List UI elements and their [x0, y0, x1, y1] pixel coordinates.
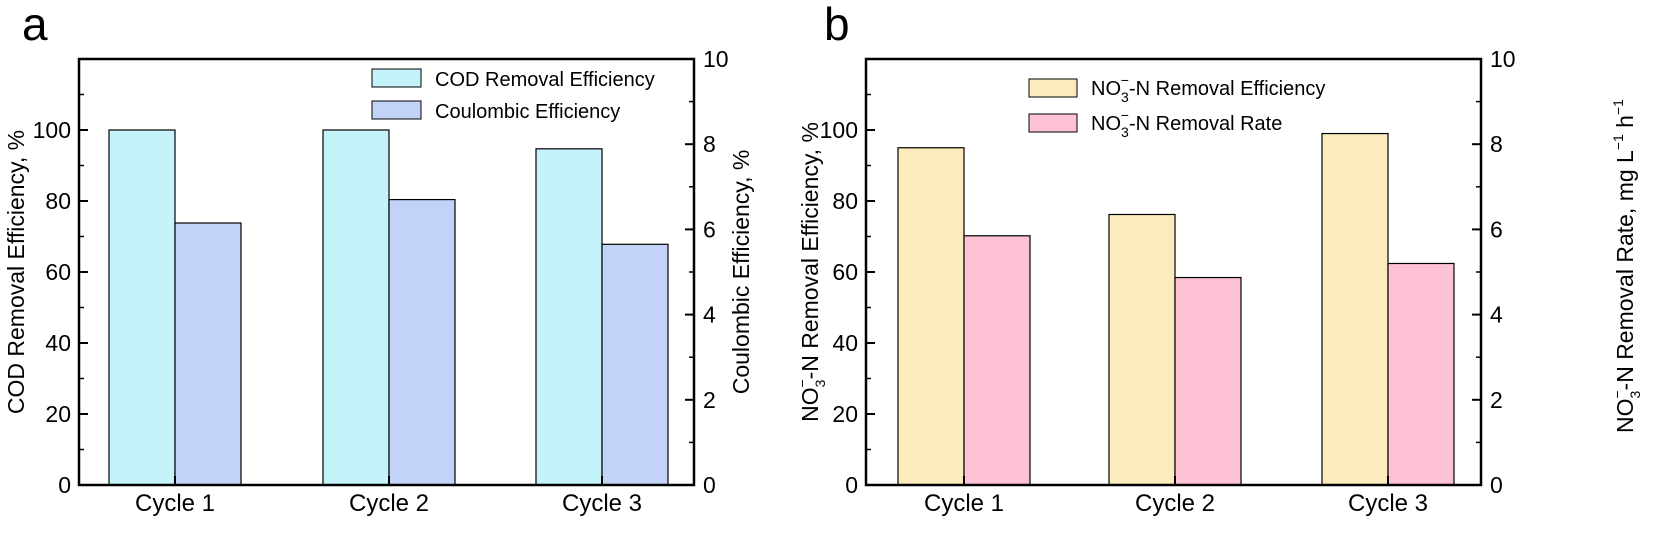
panel-a-ticks: Cycle 1 Cycle 2 Cycle 3 0 20 40 60 80 100 0 2 4 6 8 10	[33, 46, 729, 517]
panel-a-y2label: Coulombic Efficiency, %	[728, 150, 754, 395]
y-tick-label-b-2: 40	[832, 330, 858, 356]
bar-b-series2-2	[1174, 276, 1242, 486]
bar-b-series2-1	[963, 235, 1031, 486]
b-ylabel-rest: -N Removal Efficiency, %	[797, 122, 823, 379]
legend1-rest: -N Removal Efficiency	[1129, 78, 1325, 100]
legend1-sub3: 3	[1121, 89, 1129, 105]
y-tick-label-a-3: 60	[45, 259, 71, 285]
bar-b-series1-2	[1108, 213, 1176, 486]
panel-a-bars	[108, 129, 669, 486]
legend-swatch-cod	[371, 68, 422, 88]
legend-swatch-no3-rate	[1028, 113, 1078, 133]
y-tick-label-b-5: 100	[820, 117, 858, 143]
chart-panel-a: Cycle 1 Cycle 2 Cycle 3 0 20 40 60 80 100 0 2 4 6 8 10…	[3, 46, 754, 517]
legend-label-coulombic: Coulombic Efficiency	[435, 101, 620, 123]
y-tick-label-a-1: 20	[45, 401, 71, 427]
bar-b-series1-3	[1321, 132, 1389, 486]
y-tick-label-b-4: 80	[832, 188, 858, 214]
legend2-rest: -N Removal Rate	[1129, 113, 1282, 135]
y-tick-label-a-2: 40	[45, 330, 71, 356]
chart-panel-b: Cycle 1 Cycle 2 Cycle 3 0 20 40 60 80 100 0 2 4 6 8 10…	[794, 46, 1643, 517]
b-y2label-rest: -N Removal Rate, mg L	[1612, 150, 1638, 391]
bar-b-series1-1	[897, 147, 965, 486]
x-tick-label-a-2: Cycle 2	[349, 490, 429, 517]
bar-a-series1-2	[322, 129, 390, 486]
x-tick-label-a-3: Cycle 3	[562, 490, 642, 517]
legend2-no: NO	[1091, 113, 1121, 135]
legend-label-cod: COD Removal Efficiency	[435, 69, 655, 91]
b-y2label-supminus: −	[1609, 390, 1625, 398]
x-tick-label-a-1: Cycle 1	[135, 490, 215, 517]
panel-b-legend: NO3−-N Removal Efficiency NO3−-N Removal…	[1028, 72, 1325, 140]
x-tick-label-b-2: Cycle 2	[1135, 490, 1215, 517]
y-tick-label-a-4: 80	[45, 188, 71, 214]
y2-tick-label-a-1: 2	[703, 387, 716, 413]
y-tick-label-b-1: 20	[832, 401, 858, 427]
y2-tick-label-a-3: 6	[703, 216, 716, 242]
y2-tick-label-b-0: 0	[1490, 472, 1503, 498]
panel-b-ylabel: NO3−-N Removal Efficiency, %	[794, 122, 828, 422]
y2-tick-label-b-5: 10	[1490, 46, 1516, 72]
panel-b-y2label: NO3−-N Removal Rate, mg L−1 h−1	[1609, 99, 1643, 433]
y2-tick-label-b-4: 8	[1490, 131, 1503, 157]
b-ylabel-sub3: 3	[812, 379, 828, 387]
y-tick-label-a-5: 100	[33, 117, 71, 143]
bar-a-series1-1	[108, 129, 176, 486]
bar-a-series1-3	[535, 148, 603, 486]
b-y2label-sub3: 3	[1627, 390, 1643, 398]
x-tick-label-b-3: Cycle 3	[1348, 490, 1428, 517]
y2-tick-label-b-1: 2	[1490, 387, 1503, 413]
bar-a-series2-2	[388, 198, 456, 486]
y2-tick-label-a-2: 4	[703, 302, 716, 328]
y-tick-label-b-0: 0	[845, 472, 858, 498]
y2-tick-label-b-3: 6	[1490, 216, 1503, 242]
y-tick-label-b-3: 60	[832, 259, 858, 285]
legend-swatch-coulombic	[371, 100, 422, 120]
panel-b-ticks: Cycle 1 Cycle 2 Cycle 3 0 20 40 60 80 100 0 2 4 6 8 10	[820, 46, 1516, 517]
legend1-no: NO	[1091, 78, 1121, 100]
panel-b-letter: b	[824, 0, 850, 50]
y-tick-label-a-0: 0	[58, 472, 71, 498]
legend-swatch-no3-efficiency	[1028, 78, 1078, 98]
b-y2label-h: h	[1612, 115, 1638, 134]
bar-a-series2-3	[601, 243, 669, 486]
b-ylabel-no: NO	[797, 387, 823, 422]
legend2-sub3: 3	[1121, 124, 1129, 140]
y2-tick-label-a-5: 10	[703, 46, 729, 72]
b-ylabel-supminus: −	[794, 379, 810, 387]
b-y2label-sup-h: −1	[1610, 99, 1626, 115]
legend-label-no3-efficiency: NO3−-N Removal Efficiency	[1091, 72, 1325, 105]
bar-a-series2-1	[174, 222, 242, 486]
panel-a-letter: a	[22, 0, 48, 50]
bar-b-series2-3	[1387, 262, 1455, 486]
panel-b-bars	[897, 132, 1455, 486]
x-tick-label-b-1: Cycle 1	[924, 490, 1004, 517]
y2-tick-label-a-4: 8	[703, 131, 716, 157]
b-y2label-sup-l: −1	[1610, 134, 1626, 150]
legend1-supminus: −	[1121, 72, 1129, 88]
panel-a-legend: COD Removal Efficiency Coulombic Efficie…	[371, 68, 655, 123]
legend2-supminus: −	[1121, 107, 1129, 123]
y2-tick-label-a-0: 0	[703, 472, 716, 498]
panel-a-ylabel: COD Removal Efficiency, %	[3, 130, 29, 414]
b-y2label-no: NO	[1612, 398, 1638, 433]
y2-tick-label-b-2: 4	[1490, 302, 1503, 328]
legend-label-no3-rate: NO3−-N Removal Rate	[1091, 107, 1282, 140]
